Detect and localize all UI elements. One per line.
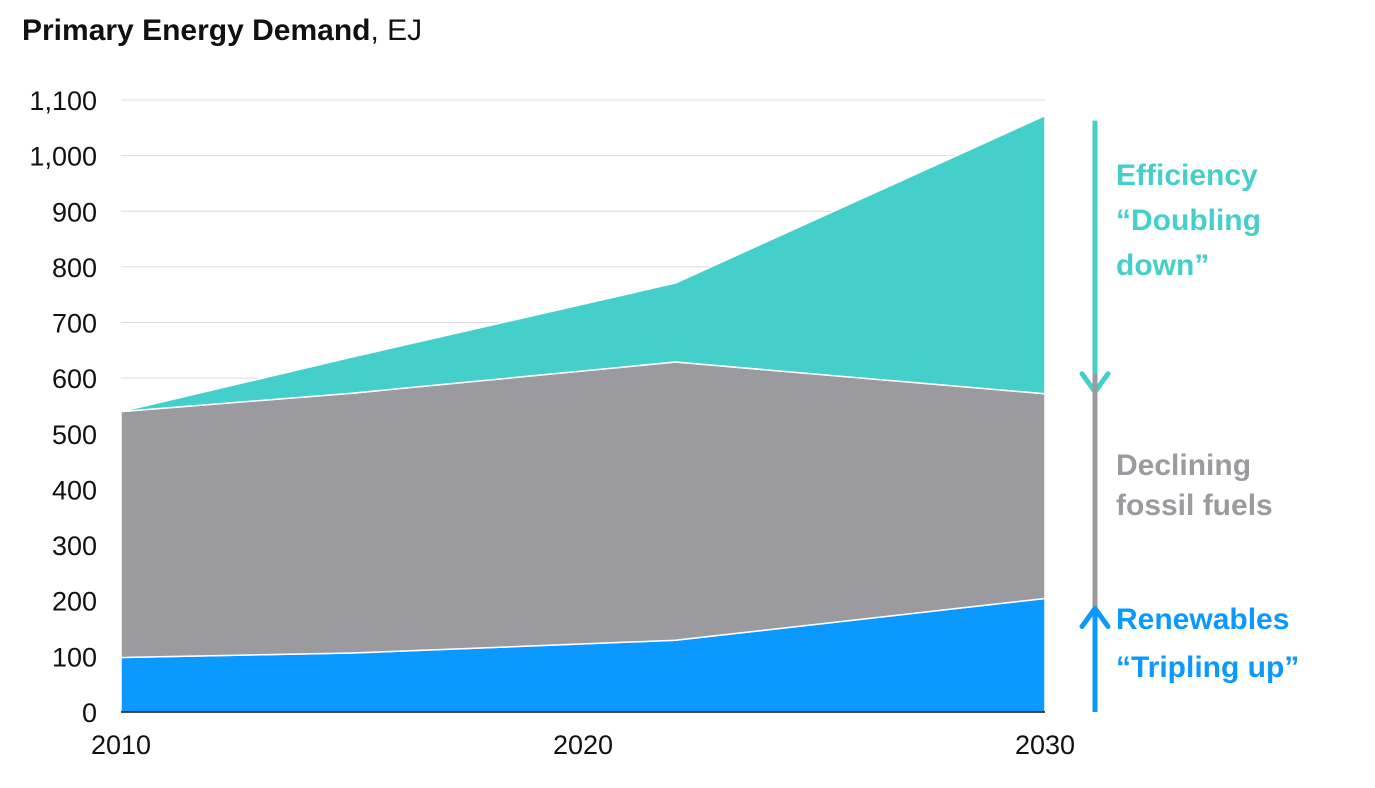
y-tick-label: 1,100 (29, 86, 97, 116)
efficiency-annotation-label: down” (1116, 249, 1209, 282)
chart-title-unit: , EJ (370, 14, 423, 47)
y-tick-label: 100 (52, 642, 97, 672)
renewables-arrow-head (1079, 606, 1111, 630)
y-tick-label: 900 (52, 197, 97, 227)
y-tick-label: 1,000 (29, 142, 97, 172)
efficiency-annotation-label: “Doubling (1116, 204, 1261, 237)
annotations: Efficiency “Doubling down” Declining fossil … (1079, 120, 1299, 712)
x-tick-label: 2020 (553, 730, 613, 760)
y-tick-label: 400 (52, 475, 97, 505)
x-tick-label: 2030 (1015, 730, 1075, 760)
chart-title-main: Primary Energy Demand (22, 14, 371, 47)
renewables-annotation-label: Renewables (1116, 603, 1289, 636)
y-tick-label: 600 (52, 364, 97, 394)
chart-title: Primary Energy Demand, EJ (22, 14, 422, 48)
fossil-annotation-label: Declining (1116, 449, 1251, 482)
area-fossil (120, 361, 1046, 659)
stacked-areas (120, 114, 1046, 713)
efficiency-annotation-label: Efficiency (1116, 159, 1258, 192)
y-tick-label: 200 (52, 587, 97, 617)
renewables-annotation-label: “Tripling up” (1116, 651, 1299, 684)
y-tick-label: 0 (82, 698, 97, 728)
area-efficiency (120, 114, 1046, 413)
x-tick-label: 2010 (91, 730, 151, 760)
y-tick-label: 800 (52, 253, 97, 283)
y-tick-label: 300 (52, 531, 97, 561)
x-axis-ticks: 2010 2020 2030 (91, 730, 1075, 760)
y-axis-ticks: 0 100 200 300 400 500 600 700 800 900 1,000 1,100 (29, 86, 97, 728)
y-tick-label: 500 (52, 420, 97, 450)
y-tick-label: 700 (52, 309, 97, 339)
fossil-annotation-label: fossil fuels (1116, 489, 1273, 522)
